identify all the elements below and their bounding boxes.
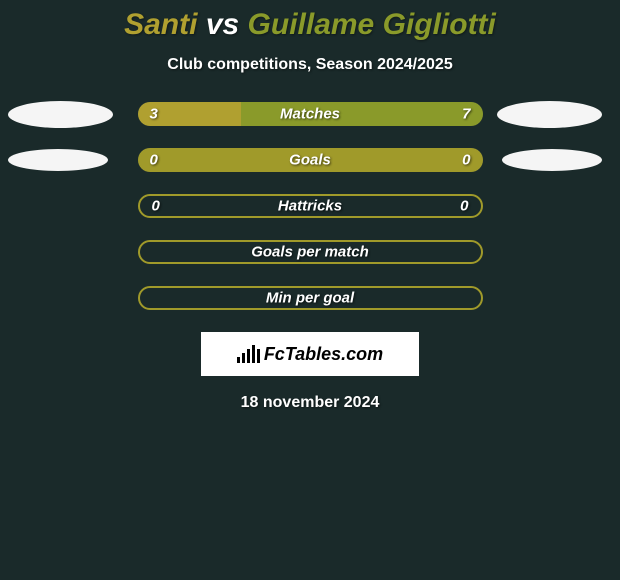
player-avatar-left [8, 101, 113, 128]
vs-text: vs [206, 8, 239, 41]
player2-name: Guillame Gigliotti [248, 8, 496, 41]
logo-bars-icon [237, 345, 260, 363]
player-avatar-right [502, 149, 602, 171]
metric-bar: 0 0 Goals [138, 148, 483, 172]
metric-row: 0 0 Hattricks [0, 194, 620, 218]
logo-text: FcTables.com [264, 344, 383, 365]
logo-box: FcTables.com [201, 332, 419, 376]
value-right: 7 [462, 106, 470, 123]
metric-bar: Goals per match [138, 240, 483, 264]
value-right: 0 [462, 152, 470, 169]
metric-row: Min per goal [0, 286, 620, 310]
value-left: 3 [150, 106, 158, 123]
metric-label: Goals per match [251, 244, 369, 261]
metric-row: Goals per match [0, 240, 620, 264]
metric-bar: 0 0 Hattricks [138, 194, 483, 218]
player1-name: Santi [124, 8, 197, 41]
metric-bar: 3 7 Matches [138, 102, 483, 126]
player-avatar-left [8, 149, 108, 171]
metric-rows: 3 7 Matches 0 0 Goals 0 0 Hattricks Goals per mat… [0, 102, 620, 310]
player-avatar-right [497, 101, 602, 128]
metric-row: 3 7 Matches [0, 102, 620, 126]
metric-label: Goals [289, 152, 331, 169]
metric-row: 0 0 Goals [0, 148, 620, 172]
metric-label: Min per goal [266, 290, 354, 307]
metric-label: Hattricks [278, 198, 342, 215]
comparison-card: Santi vs Guillame Gigliotti Club competi… [0, 0, 620, 412]
value-left: 0 [152, 198, 160, 215]
value-left: 0 [150, 152, 158, 169]
metric-label: Matches [280, 106, 340, 123]
title: Santi vs Guillame Gigliotti [0, 8, 620, 42]
date-text: 18 november 2024 [0, 394, 620, 412]
metric-bar: Min per goal [138, 286, 483, 310]
bar-fill-right [241, 102, 483, 126]
subtitle: Club competitions, Season 2024/2025 [0, 56, 620, 74]
value-right: 0 [460, 198, 468, 215]
